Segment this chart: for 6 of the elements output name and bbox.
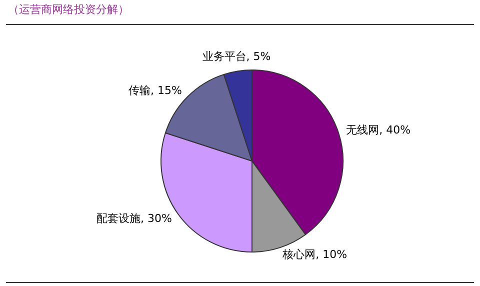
- slice-label: 传输, 15%: [128, 84, 182, 97]
- chart-title: （运营商网络投资分解）: [8, 2, 129, 17]
- slice-label: 核心网, 10%: [282, 248, 348, 262]
- slice-label: 配套设施, 30%: [96, 212, 172, 226]
- slice-label: 业务平台, 5%: [202, 50, 271, 64]
- slice-label: 无线网, 40%: [346, 123, 411, 136]
